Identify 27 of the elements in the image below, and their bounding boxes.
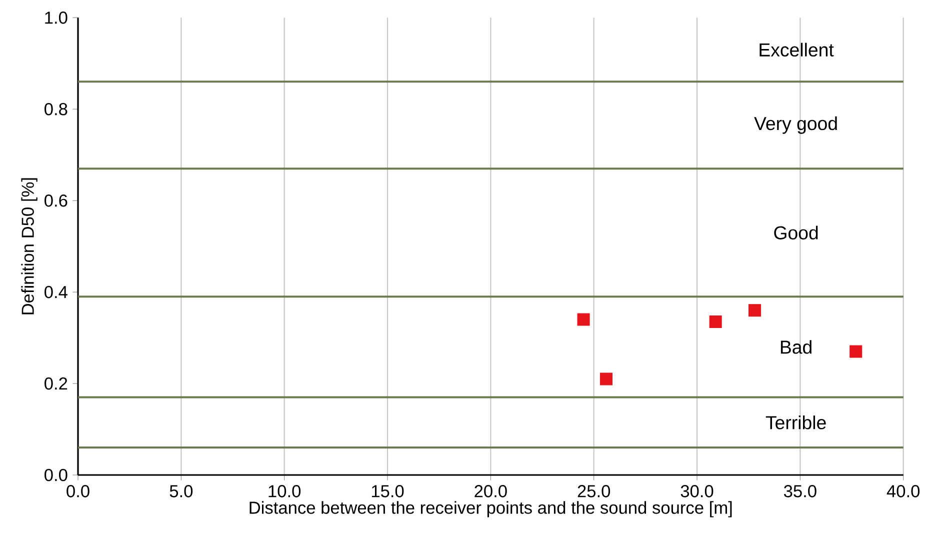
annotation: Excellent: [760, 42, 834, 57]
x-tick-label: 40.0: [886, 485, 920, 498]
y-tick-label: 0.2: [44, 377, 68, 390]
x-tick-label: 5.0: [170, 485, 193, 498]
annotation: Terrible: [766, 416, 826, 430]
annotation: Very good: [754, 116, 837, 134]
x-axis-title: Distance between the receiver points and the sound source [m]: [250, 501, 732, 518]
x-tick-label: 25.0: [578, 485, 610, 498]
x-tick-label: 10.0: [268, 485, 301, 498]
x-tick-label: 30.0: [680, 485, 714, 498]
y-tick-label: 0.8: [44, 102, 68, 116]
annotation: Bad: [780, 340, 812, 354]
x-tick-label: 35.0: [784, 485, 816, 498]
point: [600, 372, 612, 386]
y-axis-title: Definition D50 [%]: [21, 178, 38, 314]
point: [709, 316, 722, 328]
annotation: Good: [774, 226, 818, 240]
point: [748, 304, 762, 317]
point: [577, 313, 590, 326]
y-tick-label: 1.0: [45, 12, 68, 24]
point: [850, 345, 862, 358]
x-tick-label: 15.0: [372, 485, 404, 498]
y-tick-label: 0.0: [44, 468, 68, 482]
x-tick-label: 0.0: [66, 485, 90, 498]
y-tick-label: 0.6: [44, 194, 68, 207]
y-tick-label: 0.4: [44, 286, 68, 298]
x-tick-label: 20.0: [474, 485, 507, 498]
